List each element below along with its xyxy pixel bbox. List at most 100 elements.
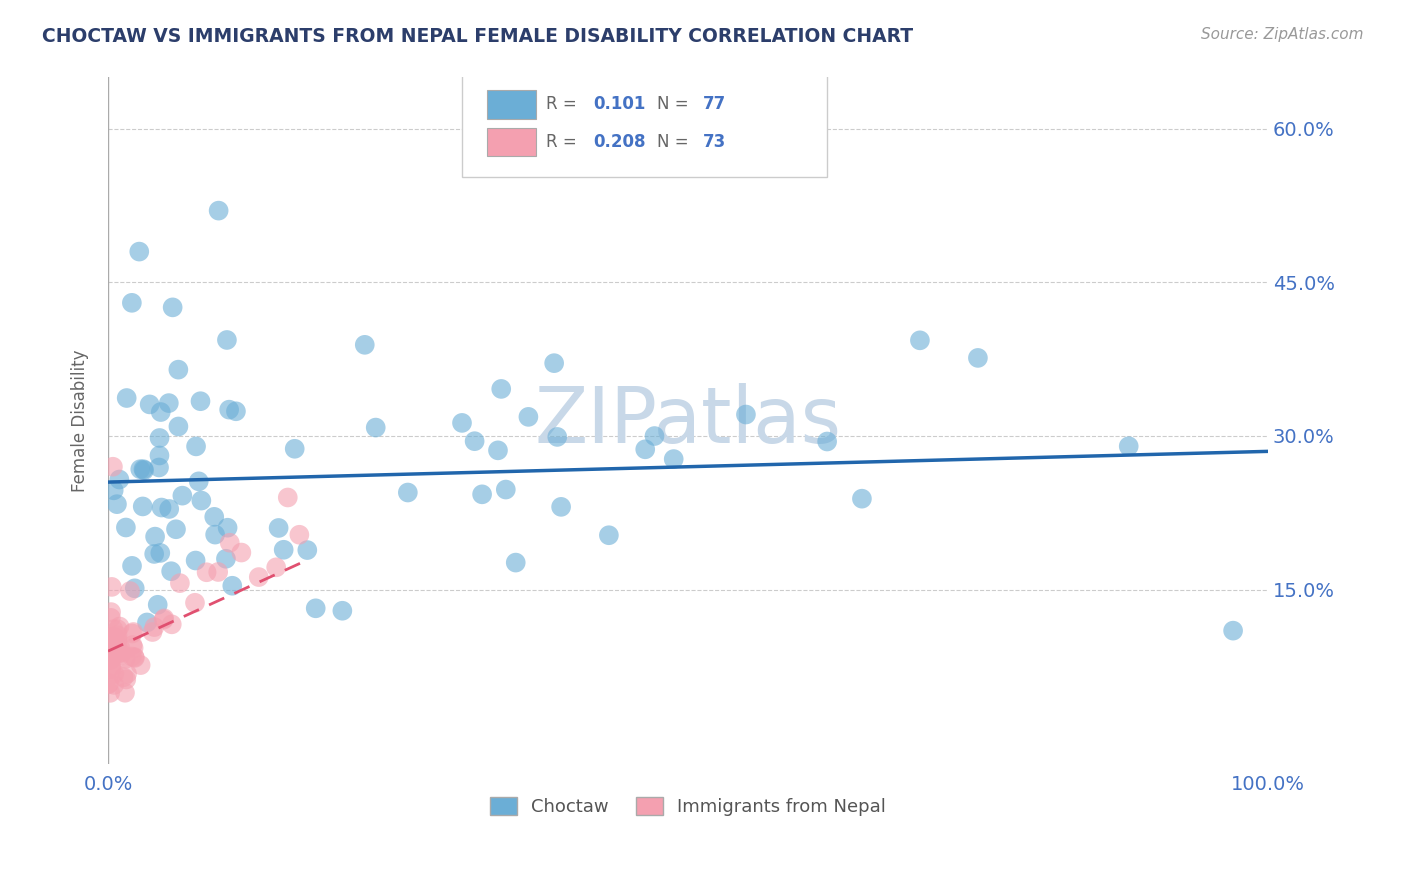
- Point: [221, 579, 243, 593]
- Point: [471, 487, 494, 501]
- Point: [98, 645, 121, 659]
- Point: [451, 416, 474, 430]
- Point: [908, 334, 931, 348]
- Point: [231, 545, 253, 559]
- Point: [195, 566, 218, 580]
- Point: [1118, 439, 1140, 453]
- Point: [103, 622, 125, 636]
- FancyBboxPatch shape: [488, 128, 536, 156]
- Point: [277, 491, 299, 505]
- Point: [103, 644, 125, 658]
- Point: [121, 558, 143, 573]
- Point: [150, 500, 173, 515]
- Point: [543, 356, 565, 370]
- Point: [103, 630, 125, 644]
- Y-axis label: Female Disability: Female Disability: [72, 350, 89, 491]
- Point: [815, 434, 838, 449]
- Point: [167, 362, 190, 376]
- Point: [967, 351, 990, 365]
- Point: [486, 443, 509, 458]
- Point: [101, 648, 124, 663]
- Point: [105, 497, 128, 511]
- Point: [124, 650, 146, 665]
- Point: [124, 651, 146, 665]
- Point: [108, 473, 131, 487]
- Point: [273, 542, 295, 557]
- Point: [190, 493, 212, 508]
- Text: CHOCTAW VS IMMIGRANTS FROM NEPAL FEMALE DISABILITY CORRELATION CHART: CHOCTAW VS IMMIGRANTS FROM NEPAL FEMALE …: [42, 27, 914, 45]
- Point: [128, 244, 150, 259]
- Point: [134, 463, 156, 477]
- Text: 0.208: 0.208: [593, 133, 645, 151]
- Point: [160, 617, 183, 632]
- Point: [129, 658, 152, 673]
- Point: [264, 560, 287, 574]
- Point: [152, 613, 174, 627]
- Point: [122, 625, 145, 640]
- Point: [100, 662, 122, 676]
- Point: [396, 485, 419, 500]
- Point: [464, 434, 486, 449]
- Point: [100, 659, 122, 673]
- Point: [364, 420, 387, 434]
- Point: [101, 643, 124, 657]
- Point: [103, 483, 125, 498]
- Point: [172, 489, 194, 503]
- Text: R =: R =: [547, 133, 582, 151]
- Point: [143, 547, 166, 561]
- Point: [184, 439, 207, 453]
- Point: [202, 509, 225, 524]
- Point: [157, 502, 180, 516]
- Point: [97, 677, 120, 691]
- Point: [112, 670, 135, 684]
- Point: [267, 521, 290, 535]
- Point: [122, 640, 145, 655]
- Point: [98, 676, 121, 690]
- Point: [225, 404, 247, 418]
- Point: [115, 673, 138, 687]
- Point: [101, 632, 124, 647]
- Point: [115, 666, 138, 681]
- Point: [98, 647, 121, 661]
- Point: [101, 580, 124, 594]
- Point: [284, 442, 307, 456]
- Point: [104, 637, 127, 651]
- Point: [149, 405, 172, 419]
- Point: [148, 431, 170, 445]
- Point: [124, 582, 146, 596]
- Point: [98, 661, 121, 675]
- Point: [495, 483, 517, 497]
- Point: [505, 556, 527, 570]
- Point: [517, 409, 540, 424]
- Point: [217, 521, 239, 535]
- Point: [100, 605, 122, 619]
- Point: [101, 633, 124, 648]
- Point: [103, 666, 125, 681]
- Point: [546, 430, 568, 444]
- Point: [143, 620, 166, 634]
- Text: ZIPatlas: ZIPatlas: [534, 383, 841, 458]
- Point: [104, 636, 127, 650]
- Point: [110, 646, 132, 660]
- Point: [115, 520, 138, 534]
- Point: [1222, 624, 1244, 638]
- Point: [121, 626, 143, 640]
- Point: [100, 641, 122, 656]
- FancyBboxPatch shape: [461, 70, 827, 177]
- Point: [169, 576, 191, 591]
- Point: [160, 564, 183, 578]
- Point: [218, 402, 240, 417]
- Point: [101, 459, 124, 474]
- Point: [162, 301, 184, 315]
- Point: [353, 338, 375, 352]
- Point: [204, 527, 226, 541]
- Point: [129, 462, 152, 476]
- Point: [190, 394, 212, 409]
- Point: [207, 203, 229, 218]
- Point: [100, 648, 122, 662]
- Point: [132, 462, 155, 476]
- Legend: Choctaw, Immigrants from Nepal: Choctaw, Immigrants from Nepal: [482, 789, 893, 823]
- Point: [153, 611, 176, 625]
- Point: [146, 598, 169, 612]
- Point: [167, 419, 190, 434]
